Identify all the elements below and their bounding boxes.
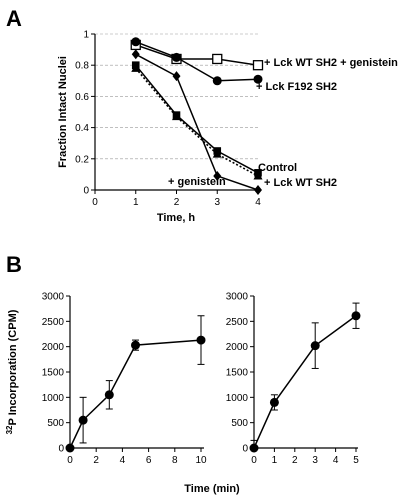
chart-2-y-tick-label: 500 — [231, 418, 248, 429]
chart-2-y-tick-label: 1500 — [226, 368, 249, 379]
annotation-wt-genistein: + Lck WT SH2 + genistein — [264, 57, 398, 69]
chart-0-series-1-line — [135, 41, 259, 82]
chart-0-series-1-point — [253, 74, 263, 84]
chart-0-series-2-point — [172, 71, 181, 82]
chart-1-y-tick-label: 1500 — [42, 368, 65, 379]
chart-1-series-0-line — [69, 339, 202, 449]
annotation-wt: + Lck WT SH2 — [264, 177, 337, 189]
chart-1-x-tick-label: 8 — [172, 455, 178, 466]
panel-b-x-axis-label: Time (min) — [184, 483, 240, 495]
panel-a-chart: 0 1 2 3 4 0 0.2 0.4 0.6 0.8 1 Fraction Intact Nucl… — [57, 30, 398, 225]
chart-2-series-0-point — [269, 397, 279, 407]
chart-2-x-tick-label: 2 — [292, 455, 298, 466]
chart-0-series-4-point — [212, 149, 222, 158]
chart-2-y-tick-label: 0 — [242, 444, 248, 455]
chart-0-y-tick-label: 0.6 — [75, 92, 89, 103]
panel-a-letter: A — [6, 6, 22, 31]
chart-0-series-0-line — [135, 44, 259, 66]
chart-1-series-0-point — [78, 415, 88, 425]
chart-1-x-tick-label: 10 — [195, 455, 207, 466]
chart-1-series-0-point — [131, 340, 140, 350]
chart-0-series-4-point — [253, 170, 263, 180]
chart-2-y-tick-label: 2000 — [226, 342, 249, 353]
chart-1-y-tick-label: 500 — [47, 418, 64, 429]
chart-1-y-tick-label: 3000 — [42, 292, 65, 303]
chart-1-x-tick-label: 0 — [67, 455, 73, 466]
chart-0-series-1-point — [172, 52, 181, 62]
chart-0-series-0-point — [212, 53, 223, 65]
chart-0-series-3-line — [135, 64, 259, 174]
chart-2-series-0-point — [249, 443, 259, 453]
chart-0-series-4-line — [135, 67, 259, 177]
chart-0-y-tick-label: 0.8 — [75, 61, 89, 72]
chart-2-y-tick-label: 1000 — [226, 393, 249, 404]
chart-1-series-0-point — [65, 443, 75, 453]
chart-0-series-1-point — [212, 76, 222, 86]
chart-2-x-tick-label: 3 — [312, 455, 318, 466]
chart-2-series-0-point — [351, 311, 361, 321]
annotation-genistein: + genistein — [168, 176, 226, 188]
chart-0-x-tick-label: 1 — [133, 197, 139, 208]
chart-1-series-0-point — [104, 390, 114, 400]
panel-b-y-axis-label-superscript: 32 — [5, 425, 14, 434]
chart-0-series-4-point — [172, 111, 181, 121]
chart-0-x-tick-label: 4 — [255, 197, 261, 208]
chart-1-y-tick-label: 1000 — [42, 393, 65, 404]
chart-2-y-tick-label: 2500 — [226, 317, 249, 328]
chart-2-x-tick-label: 0 — [251, 455, 257, 466]
panel-b-left-chart: 0 2 4 6 8 10 0 500 1000 1500 2000 2500 3000 — [42, 292, 207, 467]
chart-2-series-0-point — [310, 341, 320, 351]
chart-1-y-tick-label: 0 — [58, 444, 64, 455]
chart-0-y-tick-label: 0 — [83, 186, 89, 197]
chart-0-series-2-point — [254, 185, 262, 195]
panel-b-letter: B — [6, 252, 22, 277]
chart-0-series-4-point — [131, 63, 141, 72]
chart-0-series-2-point — [213, 170, 222, 181]
chart-1-y-tick-label: 2000 — [42, 342, 65, 353]
chart-0-series-1-point — [131, 37, 141, 47]
panel-a-y-axis-label: Fraction Intact Nuclei — [57, 56, 69, 168]
chart-2-x-tick-label: 4 — [333, 455, 339, 466]
panel-b-y-axis-label-text: P Incorporation (CPM) — [7, 309, 19, 425]
chart-0-series-2-line — [135, 53, 259, 191]
chart-1-x-tick-label: 2 — [93, 455, 99, 466]
chart-1-y-tick-label: 2500 — [42, 317, 65, 328]
chart-0-series-0-point — [252, 60, 264, 71]
chart-1-x-tick-label: 4 — [120, 455, 126, 466]
chart-0-y-tick-label: 1 — [83, 30, 89, 41]
chart-0-y-tick-label: 0.2 — [75, 154, 89, 165]
panel-b-right-chart: 0 1 2 3 4 5 0 500 1000 1500 2000 2500 3000 — [226, 292, 361, 466]
panel-b-y-axis-label: 32P Incorporation (CPM) — [5, 309, 19, 434]
chart-0-x-tick-label: 3 — [214, 197, 220, 208]
chart-1-series-0-point — [196, 335, 206, 345]
chart-2-x-tick-label: 5 — [353, 455, 359, 466]
chart-0-series-2-point — [131, 49, 140, 60]
chart-2-y-tick-label: 3000 — [226, 292, 249, 303]
chart-0-y-tick-label: 0.4 — [75, 123, 89, 134]
chart-0-x-tick-label: 2 — [174, 197, 180, 208]
chart-1-x-tick-label: 6 — [146, 455, 152, 466]
annotation-control: Control — [258, 162, 297, 174]
chart-0-x-tick-label: 0 — [92, 197, 98, 208]
annotation-f192: + Lck F192 SH2 — [256, 81, 337, 93]
chart-2-x-tick-label: 1 — [272, 455, 278, 466]
chart-2-series-0-line — [253, 315, 357, 449]
panel-a-x-axis-label: Time, h — [157, 212, 196, 224]
